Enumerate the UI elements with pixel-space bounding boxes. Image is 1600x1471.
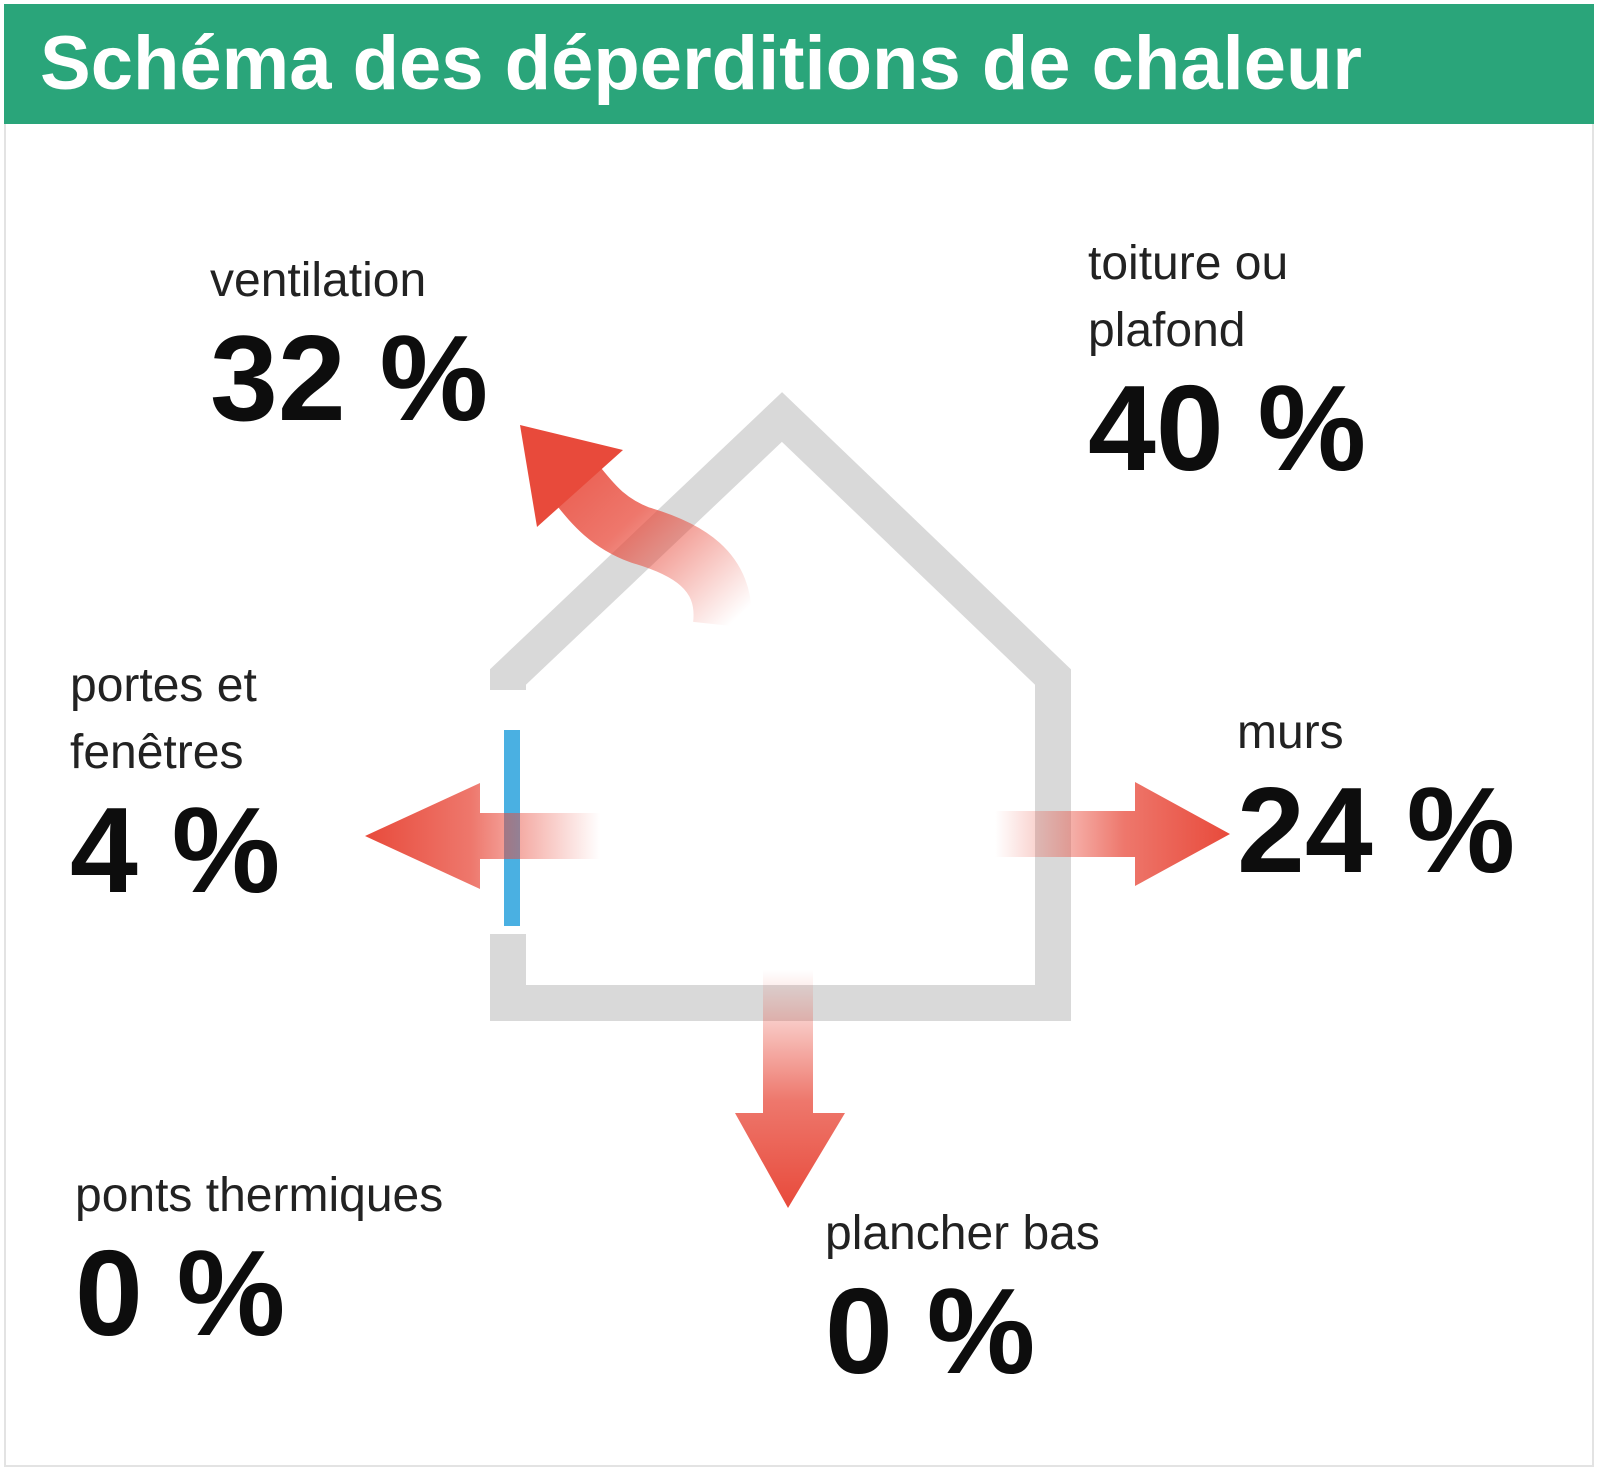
loss-ponts: ponts thermiques 0 % <box>75 1162 443 1357</box>
loss-value: 32 % <box>210 310 489 447</box>
loss-label: ponts thermiques <box>75 1169 444 1222</box>
ventilation-arrow-icon <box>520 425 752 629</box>
loss-label: portes et fenêtres <box>70 659 257 780</box>
loss-toiture: toiture ou plafond 40 % <box>1088 230 1366 492</box>
loss-label: ventilation <box>210 254 427 307</box>
loss-label: toiture ou plafond <box>1088 237 1289 358</box>
loss-label: plancher bas <box>825 1207 1100 1260</box>
panel-frame <box>4 4 1594 1467</box>
loss-ventilation: ventilation 32 % <box>210 247 488 442</box>
loss-value: 0 % <box>825 1263 1036 1400</box>
ponts-arrow-icon <box>391 935 591 1147</box>
loss-value: 24 % <box>1237 762 1516 899</box>
portes-arrow-icon <box>365 783 600 889</box>
loss-value: 40 % <box>1088 360 1367 497</box>
loss-portes: portes et fenêtres 4 % <box>70 652 280 914</box>
toiture-arrow-icon <box>854 424 1043 598</box>
page-title: Schéma des déperditions de chaleur <box>40 21 1362 106</box>
title-bar: Schéma des déperditions de chaleur <box>4 4 1594 124</box>
loss-plancher: plancher bas 0 % <box>825 1200 1100 1395</box>
loss-label: murs <box>1237 706 1344 759</box>
loss-value: 0 % <box>75 1225 286 1362</box>
loss-murs: murs 24 % <box>1237 699 1515 894</box>
plancher-arrow-icon <box>735 970 845 1208</box>
loss-value: 4 % <box>70 782 281 919</box>
murs-arrow-icon <box>995 782 1230 886</box>
